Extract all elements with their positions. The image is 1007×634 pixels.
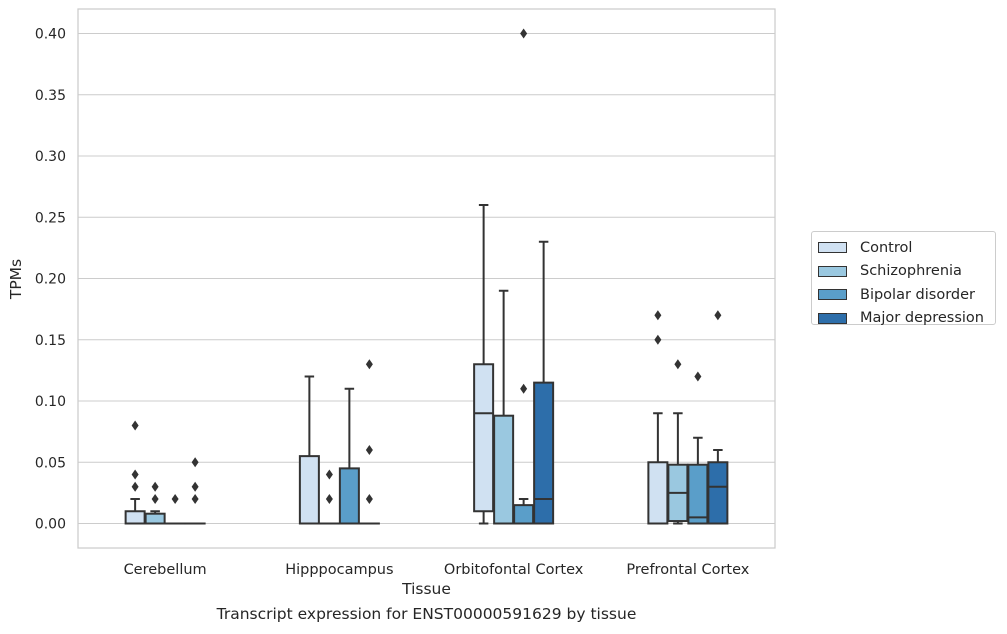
y-tick-label: 0.35 bbox=[35, 88, 66, 104]
outlier-point bbox=[131, 420, 139, 431]
outlier-point bbox=[325, 469, 333, 480]
y-tick-label: 0.10 bbox=[35, 394, 66, 410]
legend-item-schizophrenia: Schizophrenia bbox=[818, 260, 995, 284]
x-tick-label: Orbitofontal Cortex bbox=[444, 562, 584, 578]
legend-item-bipolar: Bipolar disorder bbox=[818, 283, 995, 307]
box-group bbox=[318, 469, 340, 525]
y-tick-label: 0.40 bbox=[35, 27, 66, 43]
outlier-point bbox=[365, 359, 373, 370]
legend-swatch-bipolar bbox=[818, 289, 847, 301]
legend-label-schizophrenia: Schizophrenia bbox=[860, 263, 962, 280]
box bbox=[647, 461, 669, 525]
box-group bbox=[124, 420, 146, 525]
box bbox=[533, 381, 555, 525]
outlier-point bbox=[151, 494, 159, 504]
boxes bbox=[124, 28, 729, 525]
box-group bbox=[513, 28, 535, 525]
box-group bbox=[687, 371, 709, 525]
outlier-point bbox=[131, 481, 139, 492]
legend-swatch-depression bbox=[818, 312, 847, 324]
legend-label-control: Control bbox=[860, 239, 913, 256]
outlier-point bbox=[520, 28, 528, 39]
box bbox=[473, 363, 495, 513]
box-group bbox=[358, 359, 380, 525]
gridlines bbox=[78, 32, 775, 525]
outlier-point bbox=[325, 494, 333, 504]
box-group bbox=[144, 481, 166, 525]
y-tick-labels: 0.00 0.05 0.10 0.15 0.20 0.25 0.30 0.35 0.40 bbox=[35, 27, 66, 533]
box bbox=[144, 512, 166, 525]
y-tick-label: 0.15 bbox=[35, 333, 66, 349]
outlier-point bbox=[191, 481, 199, 492]
box-group bbox=[493, 289, 515, 525]
y-tick-label: 0.25 bbox=[35, 210, 66, 226]
outlier-point bbox=[714, 310, 722, 321]
box bbox=[298, 455, 320, 525]
outlier-point bbox=[674, 359, 682, 370]
box-group bbox=[338, 387, 360, 525]
y-tick-label: 0.30 bbox=[35, 149, 66, 165]
outlier-point bbox=[151, 481, 159, 492]
legend: Control Schizophrenia Bipolar disorder M… bbox=[811, 231, 996, 326]
outlier-point bbox=[191, 494, 199, 504]
y-axis-label: TPMs bbox=[7, 259, 25, 300]
legend-swatch-schizophrenia bbox=[818, 265, 847, 277]
box-group bbox=[707, 310, 729, 525]
box bbox=[338, 467, 360, 525]
outlier-point bbox=[654, 310, 662, 321]
box-group bbox=[184, 457, 206, 525]
box-group bbox=[647, 310, 669, 525]
outlier-point bbox=[171, 494, 179, 504]
box-group bbox=[473, 204, 495, 525]
outlier-point bbox=[654, 334, 662, 345]
outlier-point bbox=[520, 383, 528, 394]
box-group bbox=[533, 240, 555, 525]
box bbox=[513, 504, 535, 525]
legend-label-bipolar: Bipolar disorder bbox=[860, 286, 975, 303]
legend-label-depression: Major depression bbox=[860, 310, 984, 327]
y-tick-label: 0.00 bbox=[35, 517, 66, 533]
outlier-point bbox=[131, 469, 139, 480]
outlier-point bbox=[365, 494, 373, 504]
box bbox=[493, 414, 515, 525]
box-group bbox=[667, 359, 689, 525]
box-group bbox=[164, 494, 186, 525]
legend-item-control: Control bbox=[818, 236, 995, 260]
outlier-point bbox=[694, 371, 702, 382]
chart-caption: Transcript expression for ENST0000059162… bbox=[216, 605, 637, 623]
box bbox=[687, 463, 709, 525]
box bbox=[707, 461, 729, 525]
legend-item-depression: Major depression bbox=[818, 307, 995, 331]
x-tick-label: Hipppocampus bbox=[285, 562, 393, 578]
y-tick-label: 0.05 bbox=[35, 455, 66, 471]
x-tick-label: Cerebellum bbox=[124, 562, 207, 578]
box-group bbox=[298, 375, 320, 525]
legend-swatch-control bbox=[818, 242, 847, 254]
x-axis-label: Tissue bbox=[401, 580, 451, 598]
outlier-point bbox=[191, 457, 199, 468]
plot-frame bbox=[77, 8, 776, 549]
box bbox=[124, 510, 146, 525]
x-tick-label: Prefrontal Cortex bbox=[626, 562, 749, 578]
outlier-point bbox=[365, 445, 373, 455]
x-tick-labels: Cerebellum Hipppocampus Orbitofontal Corte… bbox=[124, 562, 750, 578]
y-tick-label: 0.20 bbox=[35, 272, 66, 288]
